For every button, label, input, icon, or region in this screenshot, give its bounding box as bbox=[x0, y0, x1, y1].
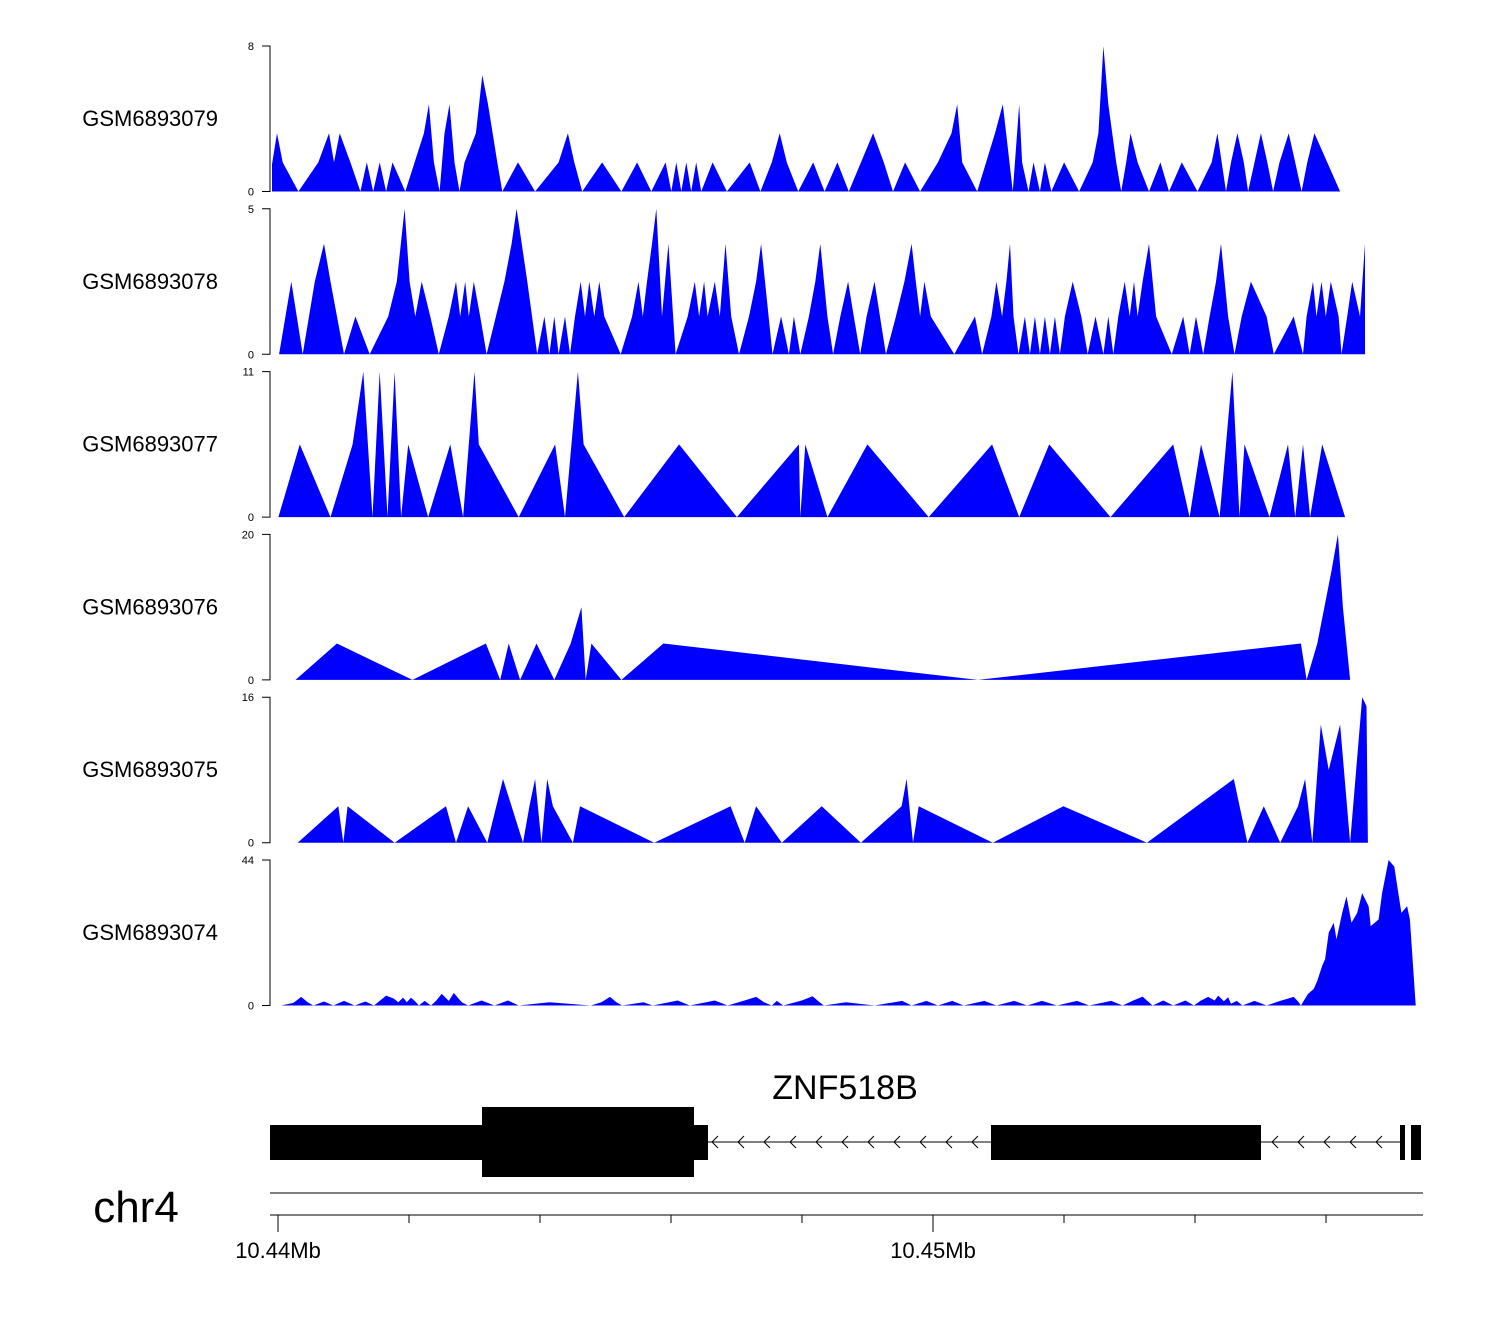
track-GSM6893079: GSM6893079 8 0 bbox=[82, 41, 1341, 199]
axis-tick-label: 10.45Mb bbox=[890, 1238, 976, 1263]
track-GSM6893074: GSM6893074 44 0 bbox=[82, 855, 1416, 1013]
strand-arrow-icon bbox=[1297, 1135, 1305, 1149]
strand-arrow-icon bbox=[1323, 1135, 1331, 1149]
strand-arrow-icon bbox=[867, 1135, 875, 1149]
strand-arrow-icon bbox=[789, 1135, 797, 1149]
strand-arrow-icon bbox=[711, 1135, 719, 1149]
track-label: GSM6893079 bbox=[82, 106, 218, 131]
strand-arrow-icon bbox=[737, 1135, 745, 1149]
y-tick-max: 5 bbox=[248, 204, 254, 216]
track-GSM6893076: GSM6893076 20 0 bbox=[82, 529, 1363, 687]
exon-utr-block bbox=[270, 1125, 484, 1160]
strand-arrow-icon bbox=[1349, 1135, 1357, 1149]
coverage-area bbox=[278, 371, 1346, 518]
coverage-area bbox=[279, 208, 1366, 355]
y-tick-zero: 0 bbox=[248, 187, 254, 199]
track-GSM6893077: GSM6893077 11 0 bbox=[82, 367, 1346, 524]
track-GSM6893078: GSM6893078 5 0 bbox=[82, 204, 1366, 361]
y-tick-max: 20 bbox=[242, 529, 254, 541]
track-label: GSM6893074 bbox=[82, 920, 218, 945]
y-tick-zero: 0 bbox=[248, 838, 254, 850]
y-tick-max: 44 bbox=[242, 855, 254, 867]
y-tick-zero: 0 bbox=[248, 349, 254, 361]
axis-tick-label: 10.44Mb bbox=[235, 1238, 321, 1263]
exon-block bbox=[991, 1125, 1261, 1160]
track-y-axis bbox=[262, 859, 271, 1006]
track-y-axis bbox=[262, 696, 271, 844]
gene-name-label: ZNF518B bbox=[772, 1069, 918, 1107]
track-label: GSM6893077 bbox=[82, 432, 218, 457]
coverage-area bbox=[297, 697, 1368, 843]
track-y-axis bbox=[262, 371, 271, 518]
strand-arrow-icon bbox=[1271, 1135, 1279, 1149]
y-tick-zero: 0 bbox=[248, 1001, 254, 1013]
strand-arrow-icon bbox=[763, 1135, 771, 1149]
coverage-area bbox=[295, 534, 1363, 680]
track-GSM6893075: GSM6893075 16 0 bbox=[82, 692, 1368, 850]
exon-coding-block bbox=[482, 1107, 694, 1177]
coverage-area bbox=[281, 860, 1416, 1006]
track-y-axis bbox=[262, 533, 271, 681]
y-tick-max: 11 bbox=[243, 367, 254, 379]
exon-block bbox=[1411, 1125, 1421, 1160]
strand-arrow-icon bbox=[815, 1135, 823, 1149]
strand-arrow-icon bbox=[1375, 1135, 1383, 1149]
axis-ticks bbox=[277, 1215, 1327, 1223]
chromosome-label: chr4 bbox=[93, 1183, 179, 1232]
track-y-axis bbox=[262, 45, 271, 192]
strand-arrow-icon bbox=[919, 1135, 927, 1149]
track-label: GSM6893078 bbox=[82, 269, 218, 294]
strand-arrow-icon bbox=[945, 1135, 953, 1149]
y-tick-zero: 0 bbox=[248, 675, 254, 687]
strand-arrows bbox=[711, 1135, 1383, 1149]
y-tick-max: 16 bbox=[242, 692, 254, 704]
axis-tick-labels: 10.44Mb 10.45Mb bbox=[235, 1215, 976, 1263]
strand-arrow-icon bbox=[841, 1135, 849, 1149]
tracks-layer: GSM689307980GSM689307850GSM6893077110GSM… bbox=[82, 41, 1416, 1013]
y-tick-max: 8 bbox=[248, 41, 254, 53]
genome-axis: chr4 10.44Mb 10.45Mb bbox=[93, 1183, 1423, 1263]
track-y-axis bbox=[262, 208, 271, 355]
track-label: GSM6893076 bbox=[82, 594, 218, 619]
gene-model-track: ZNF518B bbox=[270, 1069, 1421, 1177]
exon-utr-block bbox=[692, 1125, 708, 1160]
y-tick-zero: 0 bbox=[248, 512, 254, 524]
strand-arrow-icon bbox=[893, 1135, 901, 1149]
track-label: GSM6893075 bbox=[82, 757, 218, 782]
strand-arrow-icon bbox=[971, 1135, 979, 1149]
coverage-area bbox=[272, 46, 1341, 192]
exon-block bbox=[1400, 1125, 1405, 1160]
